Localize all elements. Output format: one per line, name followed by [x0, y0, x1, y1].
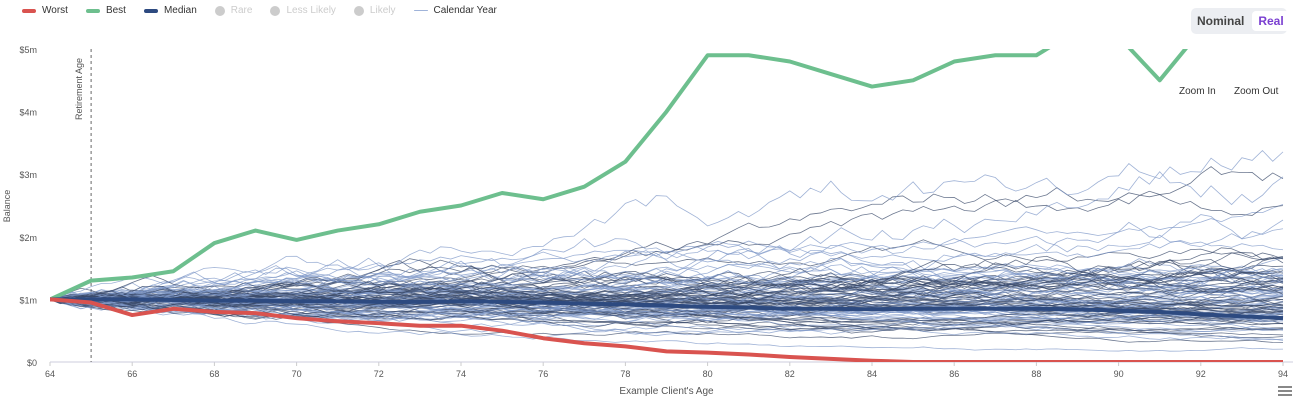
x-tick-label: 74	[456, 369, 466, 379]
x-tick-label: 80	[703, 369, 713, 379]
legend-marker	[353, 5, 364, 16]
series-median-line	[50, 297, 1284, 321]
legend-item-calendar-year[interactable]: Calendar Year	[413, 5, 497, 16]
y-axis-label: Balance	[2, 190, 12, 223]
legend-label: Calendar Year	[433, 5, 497, 16]
simulation-path	[50, 214, 1284, 305]
simulation-path	[50, 297, 1284, 336]
x-tick-label: 76	[538, 369, 548, 379]
x-tick-label: 94	[1278, 369, 1288, 379]
toggle-real[interactable]: Real	[1252, 11, 1290, 31]
legend-label: Rare	[230, 5, 253, 16]
x-tick-label: 66	[127, 369, 137, 379]
legend-item-rare[interactable]: Rare	[214, 5, 253, 16]
simulation-path	[50, 149, 1284, 300]
chart-menu-icon[interactable]	[1278, 386, 1292, 398]
legend: Worst Best Median Rare Less Likely Likely Cale…	[22, 5, 497, 16]
legend-label: Likely	[369, 5, 396, 16]
x-tick-label: 84	[867, 369, 877, 379]
legend-item-likely[interactable]: Likely	[353, 5, 396, 16]
simulation-path	[50, 299, 1284, 321]
legend-item-best[interactable]: Best	[85, 5, 126, 16]
legend-marker	[413, 10, 428, 11]
legend-marker	[270, 5, 281, 16]
nominal-real-toggle[interactable]: Nominal Real	[1191, 8, 1290, 34]
simulation-path	[50, 274, 1284, 304]
y-tick-label: $0	[27, 358, 37, 368]
x-tick-label: 78	[620, 369, 630, 379]
legend-label: Best	[105, 5, 126, 16]
legend-marker	[143, 8, 158, 13]
zoom-in-button[interactable]: Zoom In	[1179, 86, 1216, 97]
simulation-path	[50, 267, 1284, 300]
simulation-path	[50, 280, 1284, 302]
y-tick-label: $2m	[19, 233, 37, 243]
y-tick-label: $3m	[19, 170, 37, 180]
simulation-path	[50, 260, 1284, 305]
legend-label: Worst	[42, 5, 68, 16]
x-tick-label: 68	[209, 369, 219, 379]
simulation-path	[50, 240, 1284, 301]
legend-marker	[85, 8, 100, 13]
legend-marker	[214, 5, 225, 16]
y-tick-label: $1m	[19, 295, 37, 305]
x-tick-label: 86	[949, 369, 959, 379]
simulation-path	[50, 267, 1284, 303]
y-tick-label: $5m	[19, 45, 37, 55]
legend-label: Less Likely	[286, 5, 336, 16]
legend-item-worst[interactable]: Worst	[22, 5, 68, 16]
legend-marker	[22, 8, 36, 13]
simulation-path	[50, 289, 1284, 317]
x-tick-label: 88	[1031, 369, 1041, 379]
legend-item-median[interactable]: Median	[143, 5, 197, 16]
simulation-path	[50, 299, 1284, 352]
y-tick-label: $4m	[19, 108, 37, 118]
series-best-line	[50, 49, 1188, 302]
x-tick-label: 90	[1114, 369, 1124, 379]
simulation-path	[50, 298, 1284, 326]
x-tick-label: 82	[785, 369, 795, 379]
legend-item-less-likely[interactable]: Less Likely	[270, 5, 336, 16]
retirement-age-label: Retirement Age	[74, 58, 84, 120]
x-tick-label: 70	[292, 369, 302, 379]
x-tick-label: 72	[374, 369, 384, 379]
simulation-path	[50, 171, 1284, 309]
x-axis-label: Example Client's Age	[619, 386, 714, 397]
simulation-path	[50, 299, 1284, 343]
simulation-path	[50, 294, 1284, 332]
zoom-out-button[interactable]: Zoom Out	[1234, 86, 1279, 97]
x-tick-label: 64	[45, 369, 55, 379]
simulation-path	[50, 287, 1284, 320]
toggle-nominal[interactable]: Nominal	[1197, 14, 1245, 28]
simulation-path	[50, 271, 1284, 307]
simulation-path	[50, 257, 1284, 307]
simulation-paths	[50, 149, 1284, 352]
series-worst-line	[50, 297, 1283, 362]
x-tick-label: 92	[1196, 369, 1206, 379]
simulation-path	[50, 280, 1284, 312]
simulation-path	[50, 299, 1284, 324]
legend-label: Median	[163, 5, 197, 16]
